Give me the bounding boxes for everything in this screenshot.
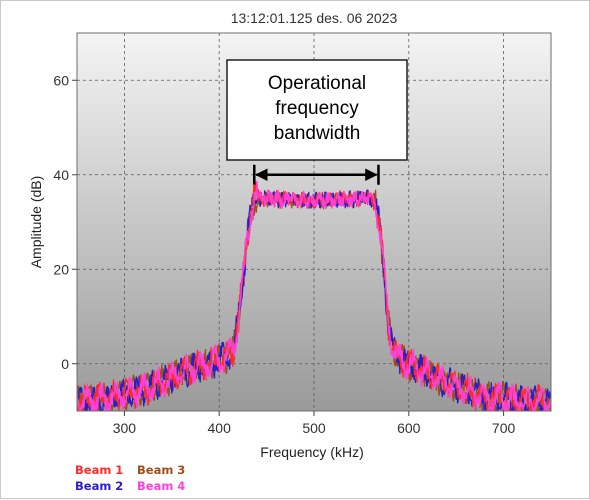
legend-entry-beam-4: Beam 4 bbox=[137, 479, 186, 493]
y-tick-label: 20 bbox=[53, 261, 69, 277]
annotation-line-1: Operational bbox=[268, 73, 366, 94]
y-axis-label: Amplitude (dB) bbox=[28, 176, 44, 269]
x-tick-label: 400 bbox=[208, 420, 232, 436]
chart-title: 13:12:01.125 des. 06 2023 bbox=[231, 10, 398, 26]
x-tick-label: 600 bbox=[397, 420, 421, 436]
annotation-line-2: frequency bbox=[275, 98, 359, 119]
legend-entry-beam-2: Beam 2 bbox=[75, 479, 124, 493]
legend-entry-beam-3: Beam 3 bbox=[137, 463, 186, 477]
y-tick-label: 60 bbox=[53, 72, 69, 88]
series-line-beam-3 bbox=[77, 189, 551, 411]
x-tick-label: 700 bbox=[492, 420, 516, 436]
y-axis-ticks: 0 20 40 60 bbox=[53, 72, 77, 372]
y-tick-label: 40 bbox=[53, 167, 69, 183]
x-axis-ticks: 300 400 500 600 700 bbox=[113, 411, 516, 436]
series-layer bbox=[77, 180, 551, 411]
y-tick-label: 0 bbox=[61, 356, 69, 372]
annotation-line-3: bandwidth bbox=[274, 123, 361, 144]
x-tick-label: 300 bbox=[113, 420, 137, 436]
x-tick-label: 500 bbox=[302, 420, 326, 436]
series-line-beam-4 bbox=[77, 180, 551, 411]
legend-entry-beam-1: Beam 1 bbox=[75, 463, 124, 477]
annotation-group: Operational frequency bandwidth bbox=[226, 59, 408, 185]
x-axis-label: Frequency (kHz) bbox=[260, 444, 363, 460]
annotation-box bbox=[226, 59, 408, 161]
